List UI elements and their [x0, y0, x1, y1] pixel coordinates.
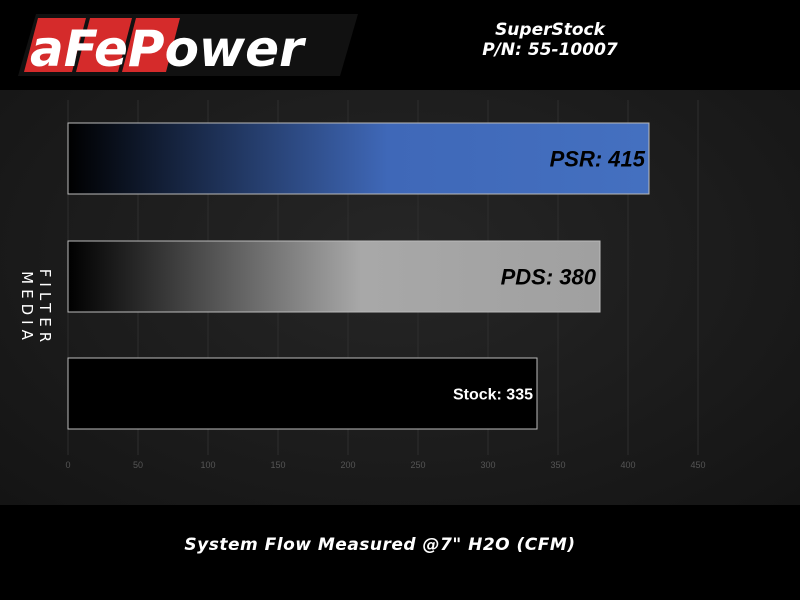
data-label: PSR: 415 [550, 147, 646, 172]
x-tick-label: 100 [200, 460, 215, 470]
x-tick-label: 50 [133, 460, 143, 470]
footer [0, 505, 800, 600]
x-tick-label: 350 [550, 460, 565, 470]
x-tick-label: 200 [340, 460, 355, 470]
data-label: Stock: 335 [453, 387, 533, 404]
part-number: P/N: 55-10007 [482, 40, 618, 60]
data-label: PDS: 380 [501, 265, 597, 290]
header: aFePower SuperStock P/N: 55-10007 [0, 0, 800, 90]
bar-psr [67, 122, 650, 195]
bar-stock [67, 357, 538, 430]
x-tick-label: 300 [480, 460, 495, 470]
x-tick-label: 450 [690, 460, 705, 470]
x-tick-label: 250 [410, 460, 425, 470]
x-tick-label: 400 [620, 460, 635, 470]
product-title: SuperStock [495, 20, 605, 40]
x-tick-label: 150 [270, 460, 285, 470]
bar-pds [67, 240, 601, 313]
x-axis-label: System Flow Measured @7" H2O (CFM) [184, 535, 576, 555]
x-tick-label: 0 [65, 460, 70, 470]
svg-text:aFePower: aFePower [30, 20, 307, 76]
